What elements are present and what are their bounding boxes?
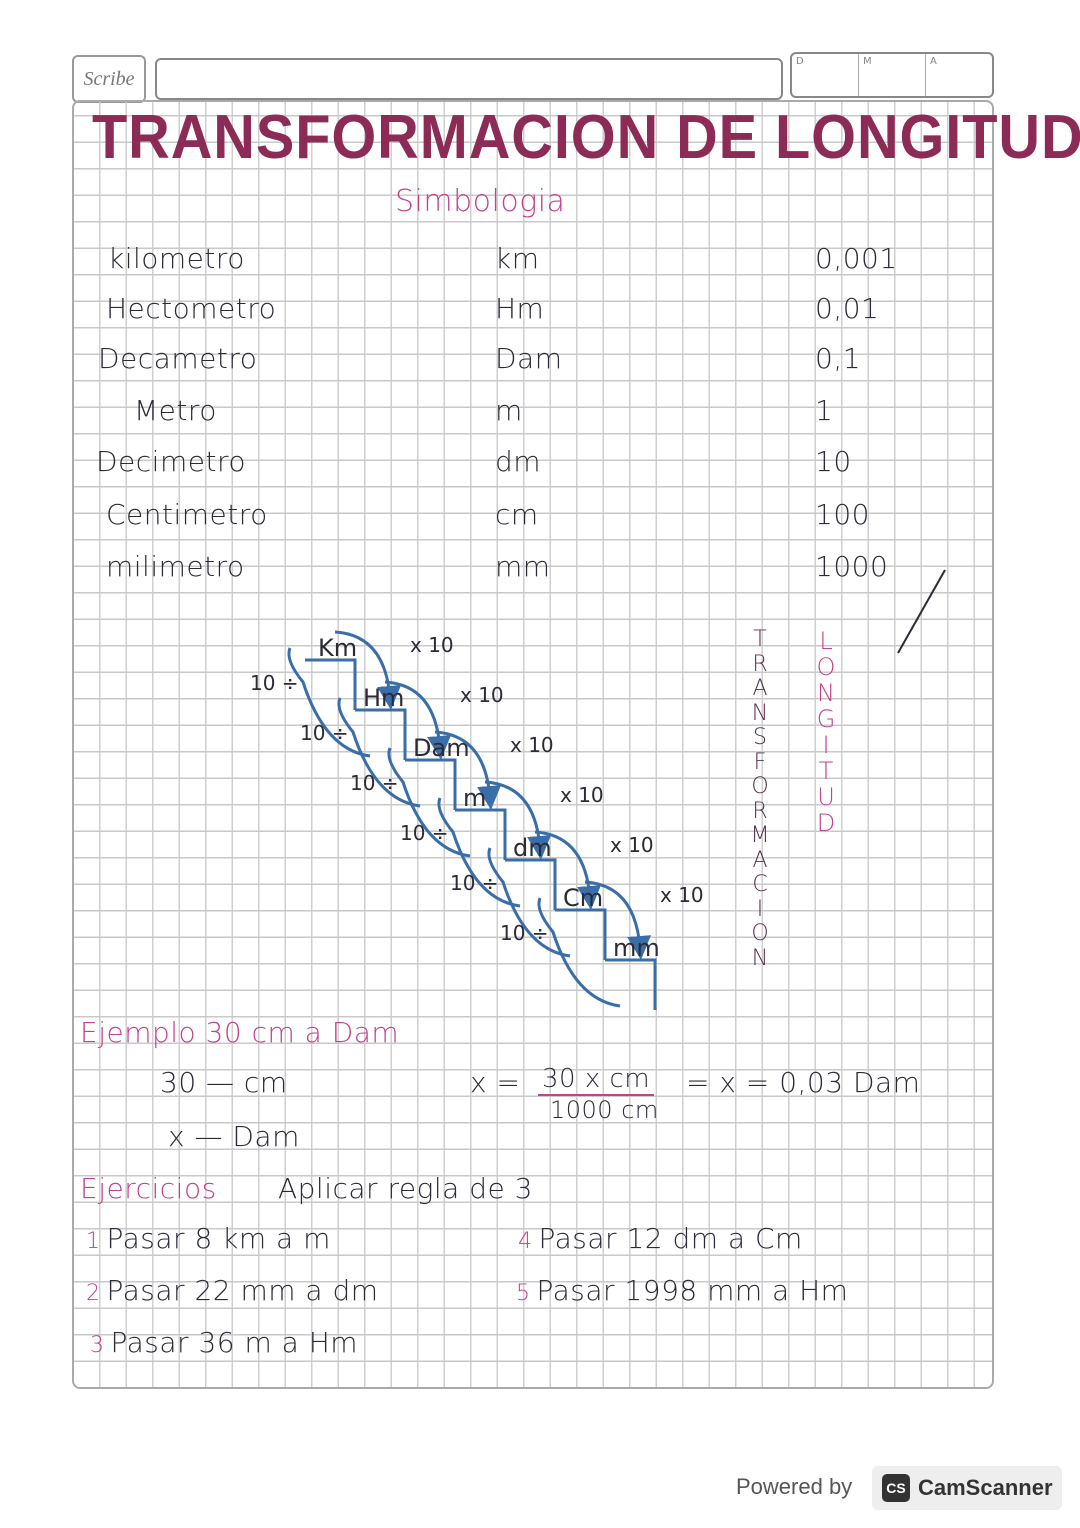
formula-lhs: x = <box>470 1066 521 1099</box>
header-title-field <box>155 58 783 100</box>
up-arrow <box>337 697 421 808</box>
down-arrow <box>434 730 502 810</box>
date-year-label: A <box>930 56 937 67</box>
stair-label: Cm <box>563 884 603 912</box>
multiply-label: x 10 <box>460 683 504 707</box>
stair-label: dm <box>513 834 552 862</box>
stair-step <box>555 908 607 960</box>
exercise-text: Pasar 1998 mm a Hm <box>536 1274 849 1307</box>
grid-paper <box>72 100 994 1389</box>
up-arrow <box>537 897 621 1008</box>
unit-factor: 100 <box>815 498 870 531</box>
up-arrow <box>487 847 571 958</box>
unit-name: milimetro <box>106 550 245 583</box>
exercise-number: 5 <box>516 1281 531 1306</box>
divide-label: 10 ÷ <box>300 721 349 745</box>
vertical-word-transformacion: TRANSFORMACION <box>750 627 770 971</box>
unit-name: kilometro <box>108 242 245 275</box>
section-subtitle: Simbologia <box>395 184 566 219</box>
unit-factor: 0,1 <box>815 342 862 375</box>
date-month-label: M <box>859 54 926 96</box>
exercise-number: 3 <box>90 1333 105 1358</box>
divide-label: 10 ÷ <box>400 821 449 845</box>
down-arrow <box>584 880 652 960</box>
camscanner-brand: CamScanner <box>918 1475 1053 1500</box>
unit-name: Metro <box>134 394 217 427</box>
down-arrow <box>484 780 552 860</box>
unit-name: Hectometro <box>106 292 277 325</box>
example-heading: Ejemplo 30 cm a Dam <box>80 1016 400 1049</box>
stair-label: Km <box>318 634 357 662</box>
page-title: TRANSFORMACION DE LONGITUD <box>92 103 1080 172</box>
example-line-1: 30 — cm <box>160 1066 288 1099</box>
camscanner-badge: CS CamScanner <box>872 1466 1062 1510</box>
stair-label: m <box>463 784 486 812</box>
unit-factor: 1 <box>815 394 834 427</box>
down-arrow <box>384 680 452 760</box>
multiply-label: x 10 <box>410 633 454 657</box>
divide-label: 10 ÷ <box>500 921 549 945</box>
exercise-text: Pasar 22 mm a dm <box>106 1274 379 1307</box>
stair-step <box>455 808 507 860</box>
exercise-item: 3 Pasar 36 m a Hm <box>90 1326 358 1359</box>
down-arrow <box>534 830 602 910</box>
stair-step <box>405 758 457 810</box>
stair-step <box>355 708 407 760</box>
pen-stroke <box>897 569 946 654</box>
unit-factor: 0,001 <box>815 242 898 275</box>
formula-result: = x = 0,03 Dam <box>686 1066 921 1099</box>
stair-step <box>505 858 557 910</box>
unit-symbol: Dam <box>495 342 563 375</box>
example-line-2: x — Dam <box>168 1120 300 1153</box>
stair-step <box>305 658 357 710</box>
multiply-label: x 10 <box>610 833 654 857</box>
unit-name: Decametro <box>98 342 258 375</box>
date-day-label: D <box>792 54 859 96</box>
unit-factor: 1000 <box>815 550 889 583</box>
camscanner-logo-icon: CS <box>882 1474 910 1502</box>
formula-numerator: 30 x cm <box>538 1064 655 1096</box>
exercise-text: Pasar 12 dm a Cm <box>538 1222 803 1255</box>
exercise-item: 2 Pasar 22 mm a dm <box>86 1274 379 1307</box>
exercise-number: 2 <box>86 1281 101 1306</box>
formula-denominator: 1000 cm <box>550 1096 659 1124</box>
exercise-item: 1 Pasar 8 km a m <box>86 1222 331 1255</box>
unit-factor: 0,01 <box>815 292 880 325</box>
divide-label: 10 ÷ <box>450 871 499 895</box>
stair-label: Hm <box>363 684 404 712</box>
unit-name: Centimetro <box>106 498 268 531</box>
divide-label: 10 ÷ <box>250 671 299 695</box>
multiply-label: x 10 <box>660 883 704 907</box>
unit-symbol: Hm <box>495 292 545 325</box>
unit-symbol: cm <box>495 498 539 531</box>
unit-symbol: km <box>495 242 540 275</box>
divide-label: 10 ÷ <box>350 771 399 795</box>
stair-step <box>605 958 657 1010</box>
unit-symbol: dm <box>495 445 542 478</box>
exercise-text: Pasar 8 km a m <box>106 1222 331 1255</box>
exercise-text: Pasar 36 m a Hm <box>110 1326 359 1359</box>
stair-label: mm <box>613 934 660 962</box>
multiply-label: x 10 <box>560 783 604 807</box>
powered-by-text: Powered by <box>736 1474 853 1499</box>
exercise-item: 5 Pasar 1998 mm a Hm <box>516 1274 848 1307</box>
exercises-instruction: Aplicar regla de 3 <box>278 1172 533 1205</box>
exercise-item: 4 Pasar 12 dm a Cm <box>518 1222 803 1255</box>
unit-name: Decimetro <box>96 445 246 478</box>
unit-symbol: m <box>495 394 523 427</box>
up-arrow <box>437 797 521 908</box>
down-arrow <box>334 630 402 710</box>
exercise-number: 4 <box>518 1229 533 1254</box>
up-arrow <box>287 647 371 758</box>
exercises-heading: Ejercicios <box>80 1172 217 1205</box>
unit-symbol: mm <box>495 550 551 583</box>
header-date-box: D M A <box>790 52 994 98</box>
vertical-word-longitud: LONGITUD <box>816 627 836 837</box>
unit-factor: 10 <box>815 445 852 478</box>
exercise-number: 1 <box>86 1229 101 1254</box>
up-arrow <box>387 747 471 858</box>
multiply-label: x 10 <box>510 733 554 757</box>
